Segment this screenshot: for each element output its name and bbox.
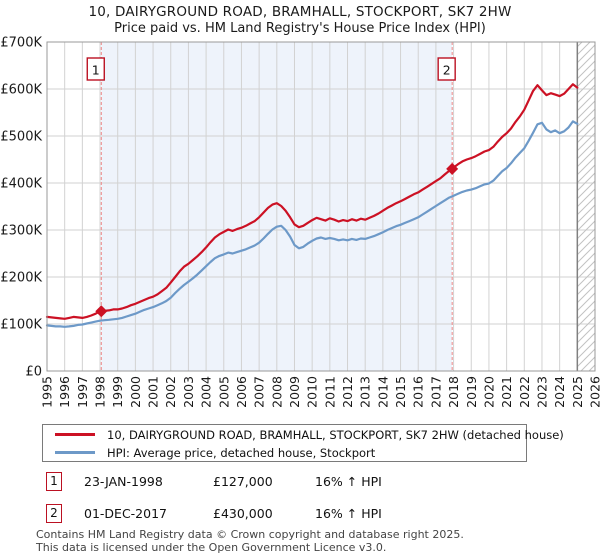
x-axis-label: 1996 — [57, 376, 72, 408]
x-axis-label: 2013 — [358, 376, 373, 408]
sale-2-diamond-marker — [446, 162, 459, 175]
x-axis-label: 2010 — [305, 376, 320, 408]
sale-1-price: £127,000 — [213, 474, 273, 489]
x-axis-label: 2007 — [252, 376, 267, 408]
x-axis-label: 2016 — [411, 376, 426, 408]
x-axis-label: 2024 — [552, 376, 567, 408]
x-axis-label: 2020 — [481, 376, 496, 408]
x-axis-label: 1999 — [110, 376, 125, 408]
x-axis-label: 2002 — [163, 376, 178, 408]
price-history-chart: 1 2 £0 £100K £200K £300K £400K £500K £600K £700K 1… — [0, 36, 600, 408]
x-axis-label: 2019 — [464, 376, 479, 408]
x-axis-label: 2014 — [375, 376, 390, 408]
price-series-label: 10, DAIRYGROUND ROAD, BRAMHALL, STOCKPOR… — [107, 427, 564, 442]
x-axis-label: 2018 — [446, 376, 461, 408]
future-hatched-region — [577, 42, 595, 371]
sale-1-hpi-change: 16% ↑ HPI — [315, 474, 382, 489]
x-axis-label: 2004 — [199, 376, 214, 408]
x-axis-label: 2006 — [234, 376, 249, 408]
sale-1-number-badge: 1 — [46, 472, 62, 491]
sale-2-hpi-change: 16% ↑ HPI — [315, 506, 382, 521]
x-axis-label: 1995 — [40, 376, 55, 408]
price-series-swatch — [55, 433, 95, 436]
y-axis-label: £700K — [0, 36, 42, 51]
footer-line-2: This data is licensed under the Open Gov… — [36, 540, 387, 554]
x-axis-label: 2026 — [588, 376, 600, 408]
sale-annotation-row-1: 1 23-JAN-1998 £127,000 16% ↑ HPI — [0, 472, 600, 494]
y-axis-label: £100K — [0, 318, 42, 333]
sale-2-date: 01-DEC-2017 — [84, 506, 167, 521]
sale-2-number-badge: 2 — [46, 504, 62, 523]
sale-2-price: £430,000 — [213, 506, 273, 521]
sale-1-number-box — [86, 57, 105, 81]
x-axis-label: 2012 — [340, 376, 355, 408]
footer-line-1: Contains HM Land Registry data © Crown c… — [36, 528, 464, 541]
x-axis-label: 2009 — [287, 376, 302, 408]
chart-legend: 10, DAIRYGROUND ROAD, BRAMHALL, STOCKPOR… — [42, 424, 564, 462]
x-axis-label: 2005 — [216, 376, 231, 408]
x-axis-label: 2000 — [128, 376, 143, 408]
x-axis-label: 1997 — [75, 376, 90, 408]
price-paid-series-line — [45, 83, 579, 320]
sale-1-number-text: 1 — [92, 63, 100, 78]
sale-2-number-box — [437, 57, 456, 81]
x-axis-label: 2015 — [393, 376, 408, 408]
y-axis-label: £300K — [0, 224, 42, 239]
hpi-series-label: HPI: Average price, detached house, Stoc… — [107, 445, 376, 460]
x-axis-label: 2011 — [322, 376, 337, 408]
x-axis-label: 1998 — [93, 376, 108, 408]
plot-border — [46, 41, 596, 372]
x-axis-label: 2017 — [428, 376, 443, 408]
y-axis-label: £500K — [0, 130, 42, 145]
legend-item-hpi: HPI: Average price, detached house, Stoc… — [43, 444, 526, 461]
y-axis-label: £0 — [25, 365, 42, 380]
y-axis-label: £600K — [0, 83, 42, 98]
sale-1-diamond-marker — [95, 305, 108, 318]
x-axis-label: 2025 — [570, 376, 585, 408]
x-axis-label: 2022 — [517, 376, 532, 408]
x-axis-label: 2008 — [269, 376, 284, 408]
sale-annotation-row-2: 2 01-DEC-2017 £430,000 16% ↑ HPI — [0, 504, 600, 526]
x-axis-label: 2023 — [534, 376, 549, 408]
sale-2-number-text: 2 — [443, 63, 451, 78]
y-axis-label: £400K — [0, 177, 42, 192]
x-axis-label: 2021 — [499, 376, 514, 408]
chart-title: 10, DAIRYGROUND ROAD, BRAMHALL, STOCKPOR… — [88, 4, 512, 20]
sale-1-date: 23-JAN-1998 — [84, 474, 163, 489]
hpi-series-swatch — [55, 451, 95, 454]
legend-item-price-paid: 10, DAIRYGROUND ROAD, BRAMHALL, STOCKPOR… — [43, 426, 564, 443]
x-axis-label: 2003 — [181, 376, 196, 408]
x-axis-label: 2001 — [146, 376, 161, 408]
hpi-series-line — [45, 120, 579, 328]
copyright-footer: Contains HM Land Registry data © Crown c… — [36, 528, 464, 554]
y-axis-label: £200K — [0, 271, 42, 286]
chart-subtitle: Price paid vs. HM Land Registry's House … — [114, 21, 486, 36]
